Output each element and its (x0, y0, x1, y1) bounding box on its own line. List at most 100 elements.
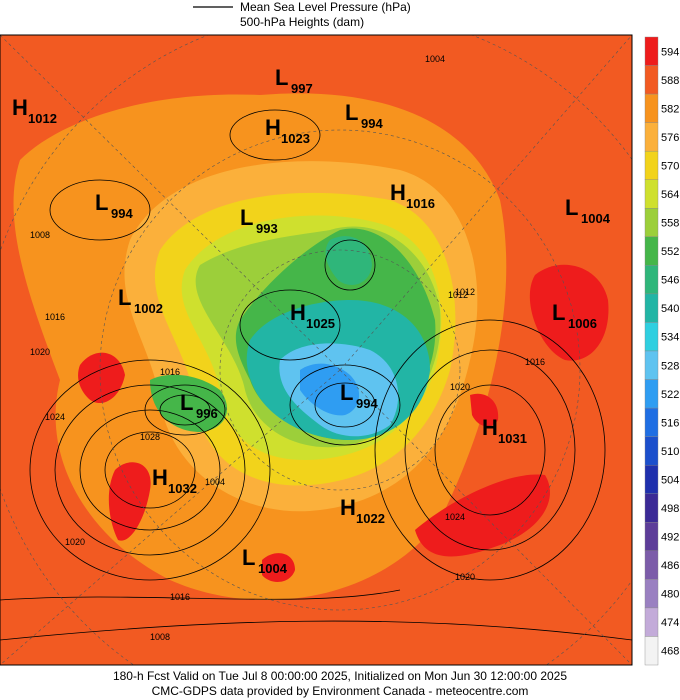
footer-valid-time: 180-h Fcst Valid on Tue Jul 8 00:00:00 2… (113, 669, 567, 683)
legend-line-label: Mean Sea Level Pressure (hPa) (240, 0, 411, 14)
isobar-label: 1016 (160, 367, 180, 377)
colorbar-label: 498 (661, 503, 679, 515)
colorbar: 594 588 582 576 570 564 558 552 546 540 534 528 522 5… (644, 36, 679, 666)
colorbar-swatch (644, 493, 659, 523)
center-pressure: 997 (291, 81, 313, 96)
center-letter: H (340, 495, 356, 520)
colorbar-label: 594 (661, 46, 679, 58)
colorbar-label: 540 (661, 303, 679, 315)
colorbar-label: 534 (661, 332, 679, 344)
colorbar-swatch (644, 36, 659, 66)
colorbar-label: 480 (661, 589, 679, 601)
center-pressure: 993 (256, 221, 278, 236)
center-letter: L (95, 190, 108, 215)
colorbar-swatch (644, 122, 659, 152)
colorbar-label: 468 (661, 646, 679, 658)
isobar-label: 1008 (30, 230, 50, 240)
isobar-label: 1004 (205, 477, 225, 487)
isobar-label: 1020 (30, 347, 50, 357)
colorbar-swatch (644, 436, 659, 466)
colorbar-label: 504 (661, 474, 679, 486)
colorbar-label: 546 (661, 275, 679, 287)
center-pressure: 1023 (281, 131, 310, 146)
center-pressure: 1032 (168, 481, 197, 496)
colorbar-label: 492 (661, 532, 679, 544)
center-letter: L (180, 390, 193, 415)
height-594-azores (470, 393, 499, 427)
center-letter: L (242, 545, 255, 570)
center-letter: H (265, 115, 281, 140)
isobar-label: 1004 (425, 54, 445, 64)
colorbar-swatch (644, 636, 659, 666)
isobar-label: 1016 (45, 312, 65, 322)
legend-fill-label: 500-hPa Heights (dam) (240, 15, 364, 29)
colorbar-label: 576 (661, 132, 679, 144)
center-pressure: 996 (196, 406, 218, 421)
colorbar-swatch (644, 522, 659, 552)
isobar-label: 1012 (455, 287, 475, 297)
center-pressure: 994 (361, 116, 383, 131)
isobar-label: 1028 (140, 432, 160, 442)
colorbar-swatch (644, 150, 659, 180)
colorbar-swatch (644, 179, 659, 209)
isobar-label: 1008 (150, 632, 170, 642)
graticule (0, 35, 632, 665)
center-letter: L (340, 380, 353, 405)
colorbar-label: 528 (661, 360, 679, 372)
height-522 (300, 363, 360, 416)
isobar-label: 1024 (45, 412, 65, 422)
isobar-label: 1020 (455, 572, 475, 582)
height-594-pacific-south (108, 462, 151, 541)
isobar-label: 1012 (448, 290, 468, 300)
center-letter: H (390, 180, 406, 205)
center-pressure: 1025 (306, 316, 335, 331)
height-594-mexico (262, 553, 295, 582)
center-pressure: 1016 (406, 196, 435, 211)
colorbar-swatch (644, 65, 659, 95)
colorbar-swatch (644, 265, 659, 295)
height-594-atlantic (415, 474, 550, 557)
center-letter: L (240, 205, 253, 230)
colorbar-label: 510 (661, 446, 679, 458)
colorbar-swatch (644, 550, 659, 580)
colorbar-swatch (644, 293, 659, 323)
colorbar-label: 522 (661, 389, 679, 401)
colorbar-swatch (644, 464, 659, 494)
colorbar-swatch (644, 407, 659, 437)
center-letter: H (12, 95, 28, 120)
height-594-east (529, 264, 609, 361)
map-frame (0, 34, 633, 666)
colorbar-label: 486 (661, 560, 679, 572)
colorbar-swatch (644, 379, 659, 409)
center-letter: H (482, 415, 498, 440)
colorbar-label: 552 (661, 246, 679, 258)
colorbar-label: 570 (661, 160, 679, 172)
center-pressure: 1004 (258, 561, 288, 576)
center-pressure: 1002 (134, 301, 163, 316)
isobar-label: 1020 (450, 382, 470, 392)
colorbar-label: 582 (661, 103, 679, 115)
isobars (0, 109, 632, 641)
footer-credit: CMC-GDPS data provided by Environment Ca… (152, 684, 529, 698)
center-letter: L (275, 65, 288, 90)
height-546-north (325, 236, 372, 285)
colorbar-label: 564 (661, 189, 679, 201)
center-pressure: 994 (356, 396, 378, 411)
center-pressure: 1022 (356, 511, 385, 526)
colorbar-swatch (644, 208, 659, 238)
center-letter: L (345, 100, 358, 125)
center-pressure: 1004 (581, 211, 611, 226)
isobar-label: 1016 (525, 357, 545, 367)
legend-header: Mean Sea Level Pressure (hPa) 500-hPa He… (193, 0, 411, 29)
isobar-label: 1024 (445, 512, 465, 522)
center-letter: L (552, 300, 565, 325)
isobar-label: 1016 (170, 592, 190, 602)
center-letter: H (152, 465, 168, 490)
colorbar-swatch (644, 93, 659, 123)
center-pressure: 1012 (28, 111, 57, 126)
colorbar-label: 588 (661, 75, 679, 87)
colorbar-label: 474 (661, 617, 679, 629)
colorbar-swatch (644, 322, 659, 352)
colorbar-swatch (644, 579, 659, 609)
